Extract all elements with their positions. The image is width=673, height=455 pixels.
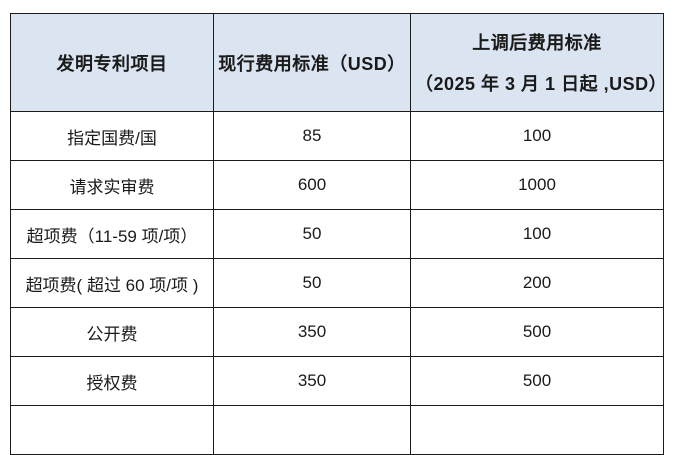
cell-item — [10, 405, 214, 455]
cell-current-fee — [213, 405, 411, 455]
cell-adjusted-fee: 100 — [410, 111, 664, 161]
cell-current-fee: 85 — [213, 111, 411, 161]
header-adjusted-fee: 上调后费用标准 （2025 年 3 月 1 日起 ,USD） — [410, 13, 668, 112]
table-header-row: 发明专利项目 现行费用标准（USD） 上调后费用标准 （2025 年 3 月 1… — [10, 13, 668, 112]
header-invention-patent-item: 发明专利项目 — [10, 13, 214, 112]
cell-adjusted-fee: 500 — [410, 356, 664, 406]
header-current-fee: 现行费用标准（USD） — [213, 13, 411, 112]
cell-item: 超项费（11-59 项/项） — [10, 209, 214, 259]
cell-current-fee: 50 — [213, 209, 411, 259]
cell-adjusted-fee: 100 — [410, 209, 664, 259]
cell-item: 超项费( 超过 60 项/项 ) — [10, 258, 214, 308]
table-row: 指定国费/国 85 100 — [10, 111, 664, 161]
patent-fee-table: 发明专利项目 现行费用标准（USD） 上调后费用标准 （2025 年 3 月 1… — [10, 13, 668, 455]
cell-current-fee: 350 — [213, 307, 411, 357]
header-adjusted-fee-line1: 上调后费用标准 — [472, 33, 602, 53]
table-row-partially-visible — [10, 405, 664, 455]
table-row: 超项费( 超过 60 项/项 ) 50 200 — [10, 258, 664, 308]
cell-item: 公开费 — [10, 307, 214, 357]
cell-current-fee: 350 — [213, 356, 411, 406]
cell-item: 授权费 — [10, 356, 214, 406]
cell-adjusted-fee — [410, 405, 664, 455]
cell-current-fee: 50 — [213, 258, 411, 308]
table-row: 超项费（11-59 项/项） 50 100 — [10, 209, 664, 259]
table-row: 请求实审费 600 1000 — [10, 160, 664, 210]
header-adjusted-fee-line2: （2025 年 3 月 1 日起 ,USD） — [415, 74, 668, 94]
cell-item: 请求实审费 — [10, 160, 214, 210]
table-row: 公开费 350 500 — [10, 307, 664, 357]
cell-current-fee: 600 — [213, 160, 411, 210]
cell-adjusted-fee: 1000 — [410, 160, 664, 210]
table-row: 授权费 350 500 — [10, 356, 664, 406]
cell-adjusted-fee: 200 — [410, 258, 664, 308]
cell-adjusted-fee: 500 — [410, 307, 664, 357]
cell-item: 指定国费/国 — [10, 111, 214, 161]
